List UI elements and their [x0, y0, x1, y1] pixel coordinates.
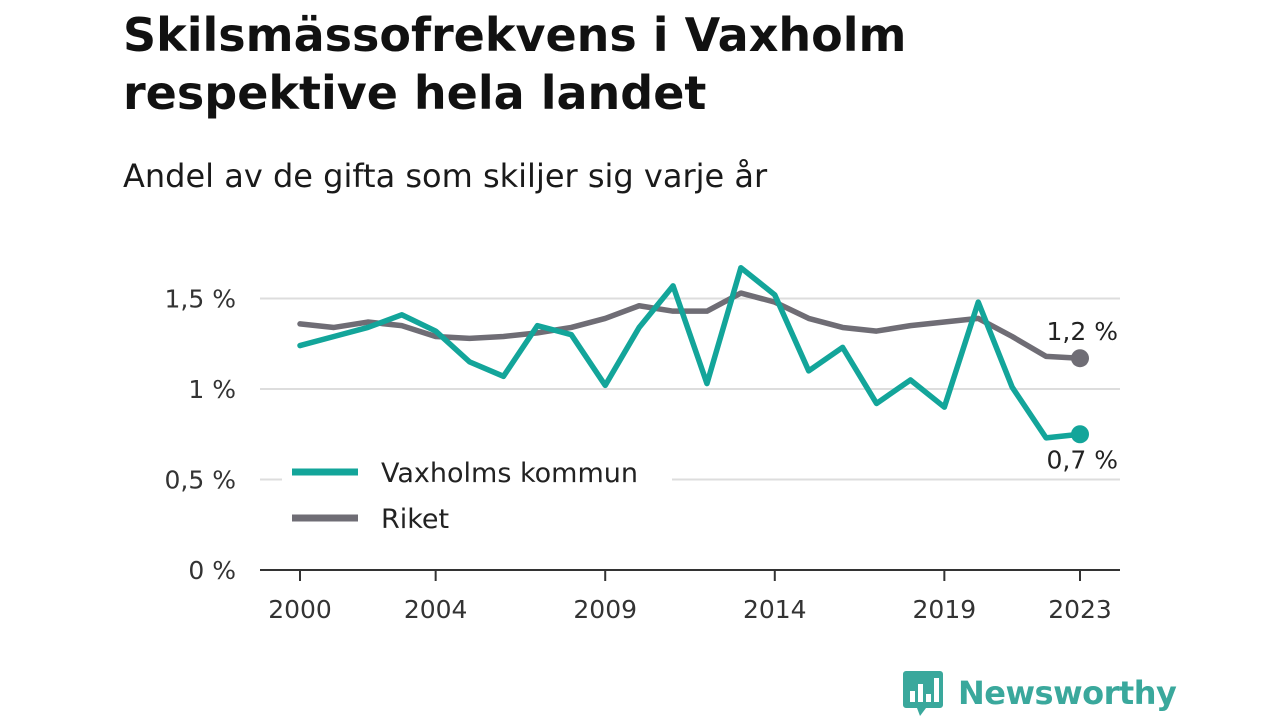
brand-name: Newsworthy [958, 674, 1177, 712]
y-axis-labels: 0 % 0,5 % 1 % 1,5 % [165, 285, 236, 586]
y-tick-label: 1 % [188, 375, 236, 404]
end-value-label: 0,7 % [1047, 445, 1118, 474]
y-tick-label: 1,5 % [165, 285, 236, 314]
y-tick-label: 0,5 % [165, 466, 236, 495]
series-line [297, 264, 1083, 441]
chart-subtitle: Andel av de gifta som skiljer sig varje … [123, 157, 768, 195]
end-point [1071, 425, 1089, 444]
x-tick-label: 2000 [268, 595, 332, 624]
chart-title: Skilsmässofrekvens i Vaxholm respektive … [123, 8, 907, 120]
legend-label: Vaxholms kommun [381, 458, 638, 489]
series-lines [297, 264, 1083, 441]
x-tick-label: 2004 [404, 595, 468, 624]
series-line [297, 290, 1083, 361]
legend: Vaxholms kommun Riket [282, 450, 672, 544]
x-tick-label: 2014 [743, 595, 807, 624]
newsworthy-logo-icon [903, 671, 943, 716]
y-tick-label: 0 % [188, 556, 236, 585]
brand: Newsworthy [902, 668, 1177, 718]
x-axis [260, 569, 1120, 581]
x-tick-label: 2009 [573, 595, 637, 624]
legend-background [282, 450, 672, 544]
x-tick-label: 2023 [1048, 595, 1112, 624]
legend-label: Riket [381, 504, 449, 535]
x-axis-labels: 2000 2004 2009 2014 2019 2023 [268, 595, 1112, 624]
end-value-label: 1,2 % [1047, 317, 1118, 346]
x-tick-label: 2019 [913, 595, 977, 624]
end-labels: 0,7 % 1,2 % [1047, 317, 1118, 474]
end-point [1071, 349, 1089, 368]
